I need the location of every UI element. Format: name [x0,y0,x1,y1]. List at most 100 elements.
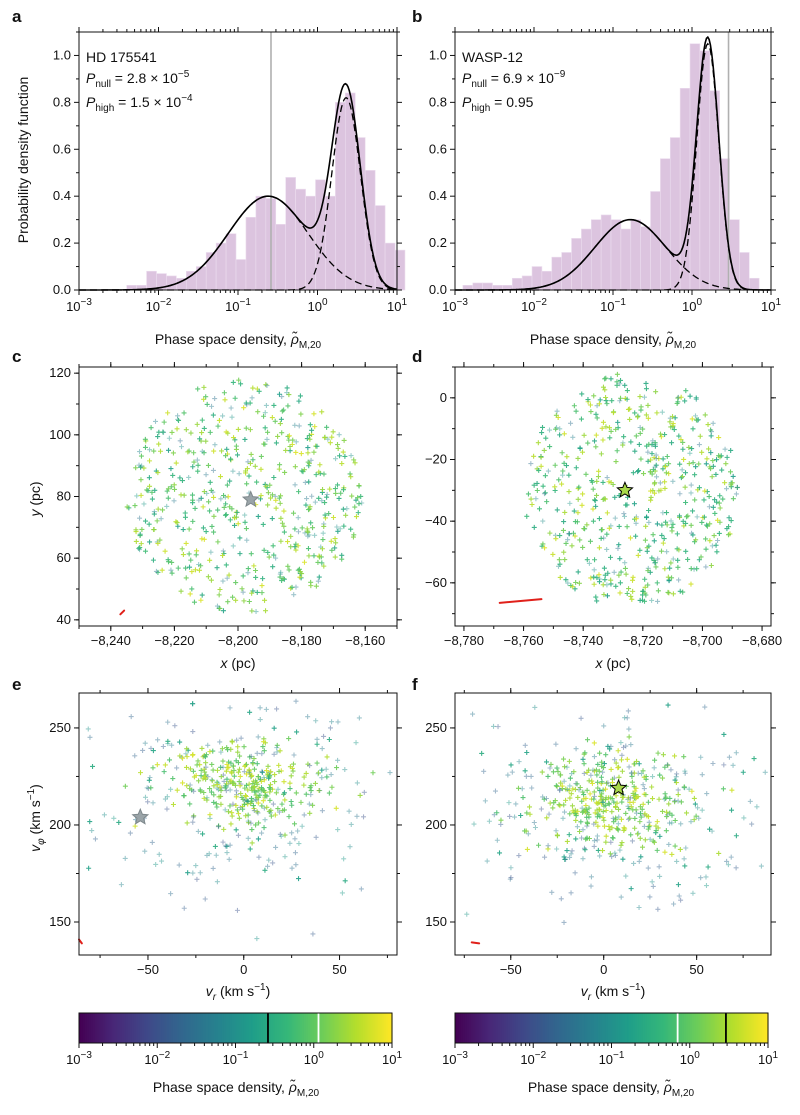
data-point [303,770,309,776]
colorbar-swatch [86,1013,90,1043]
data-point [285,403,291,409]
data-point [195,462,201,468]
data-point [198,767,204,773]
data-point [144,487,150,493]
data-point [588,874,594,880]
data-point [594,814,600,820]
data-point [621,434,627,440]
star-name-a: HD 175541 [86,49,157,65]
data-point [580,827,586,833]
data-point [635,794,641,800]
data-point [319,746,325,752]
data-point [326,790,332,796]
data-point [594,478,600,484]
data-point [293,439,299,445]
data-point [708,433,714,439]
data-point [184,820,190,826]
colorbar-swatch [764,1013,767,1043]
data-point [278,833,284,839]
data-point [261,748,267,754]
red-track-marker [498,598,543,604]
data-point [709,543,715,549]
data-point [306,532,312,538]
data-point [563,797,569,803]
data-point [698,875,704,881]
x-tick-label: −8,180 [282,633,322,648]
x-tick-label: 10−1 [600,297,626,314]
data-point [276,768,282,774]
data-point [319,498,325,504]
data-point [351,457,357,463]
data-point [551,800,557,806]
data-point [261,547,267,553]
data-point [591,796,597,802]
colorbar-swatch [492,1013,495,1043]
colorbar-swatch [462,1013,466,1043]
data-point [675,787,681,793]
data-point [261,805,267,811]
y-tick-label: 150 [49,914,71,929]
colorbar-swatch [260,1013,264,1043]
colorbar-2: 10−3 10−2 10−1 100 101 [442,1012,778,1067]
data-point [210,489,216,495]
data-point [720,786,726,792]
data-point [623,743,629,749]
data-point [276,809,282,815]
data-point [593,594,599,600]
data-point [258,453,264,459]
data-point [201,536,207,542]
x-tick-label: 10−3 [442,297,468,314]
colorbar-swatch [307,1013,311,1043]
data-point [273,440,279,446]
data-point [626,726,632,732]
data-point [247,709,253,715]
data-point [287,840,293,846]
colorbar-swatch [619,1013,622,1043]
data-point [235,832,241,838]
data-point [272,772,278,778]
histogram-bar [669,137,681,291]
data-point [182,510,188,516]
red-track-marker [119,609,126,616]
data-point [703,564,709,570]
data-point [652,480,658,486]
colorbar-swatch [564,1013,568,1043]
colorbar-swatch [298,1013,301,1043]
data-point [663,470,669,476]
data-point [628,535,634,541]
data-point [249,590,255,596]
data-point [176,862,182,868]
data-point [319,767,325,773]
data-point [565,580,571,586]
data-point [616,523,622,529]
data-point [575,455,581,461]
data-point [588,409,594,415]
data-point [263,483,269,489]
data-point [667,565,673,571]
data-point [183,540,189,546]
colorbar-swatch [233,1013,237,1043]
x-tick-label: −50 [137,962,159,977]
colorbar-swatch [537,1013,540,1043]
data-point [230,468,236,474]
colorbar-swatch [123,1013,127,1043]
data-point [675,792,681,798]
data-point [169,570,175,576]
data-point [608,743,614,749]
data-point [194,421,200,427]
data-point [266,808,272,814]
data-point [579,835,585,841]
data-point [279,520,285,526]
data-point [528,773,534,779]
data-point [645,826,651,832]
data-point [664,809,670,815]
data-point [285,563,291,569]
data-point [567,854,573,860]
data-point [226,572,232,578]
x-tick-label: −8,760 [504,633,544,648]
data-point [273,844,279,850]
data-point [567,783,573,789]
panel-d-scatter: −8,780 −8,760 −8,740 −8,720 −8,700 −8,680−60−… [425,362,782,671]
colorbar-swatch [455,1013,458,1043]
data-point [149,489,155,495]
